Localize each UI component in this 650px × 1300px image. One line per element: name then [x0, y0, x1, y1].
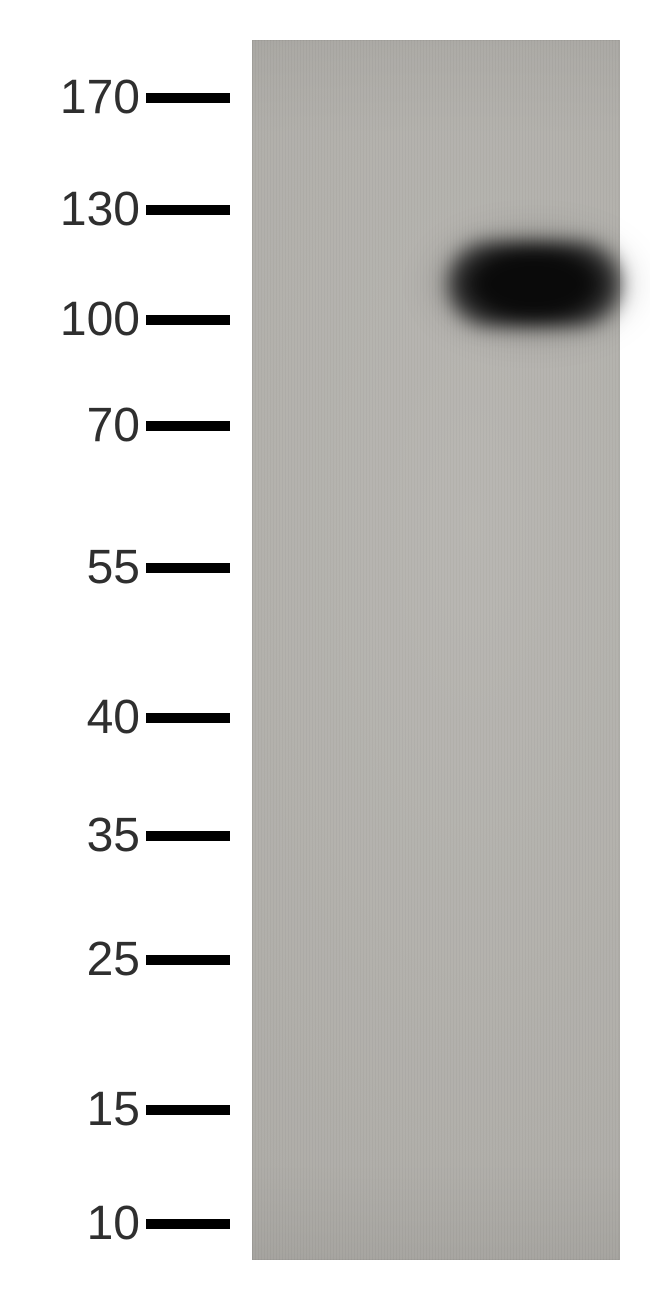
ladder-label: 25	[0, 936, 140, 984]
ladder-label: 130	[0, 186, 140, 234]
ladder-tick	[146, 713, 230, 723]
ladder-tick	[146, 831, 230, 841]
ladder-tick	[146, 1105, 230, 1115]
ladder-tick	[146, 421, 230, 431]
ladder-label: 40	[0, 694, 140, 742]
ladder-label: 15	[0, 1086, 140, 1134]
protein-band	[448, 242, 620, 326]
ladder-tick	[146, 1219, 230, 1229]
ladder-label: 55	[0, 544, 140, 592]
ladder-tick	[146, 563, 230, 573]
ladder-tick	[146, 93, 230, 103]
western-blot-figure: 170 130 100 70 55 40 35 25 15 10	[0, 0, 650, 1300]
ladder-tick	[146, 315, 230, 325]
ladder-tick	[146, 205, 230, 215]
ladder-label: 10	[0, 1200, 140, 1248]
ladder-label: 170	[0, 74, 140, 122]
ladder-label: 35	[0, 812, 140, 860]
blot-membrane-fill	[252, 40, 620, 1260]
ladder-tick	[146, 955, 230, 965]
ladder-label: 100	[0, 296, 140, 344]
blot-membrane-region	[252, 40, 620, 1260]
ladder-label: 70	[0, 402, 140, 450]
